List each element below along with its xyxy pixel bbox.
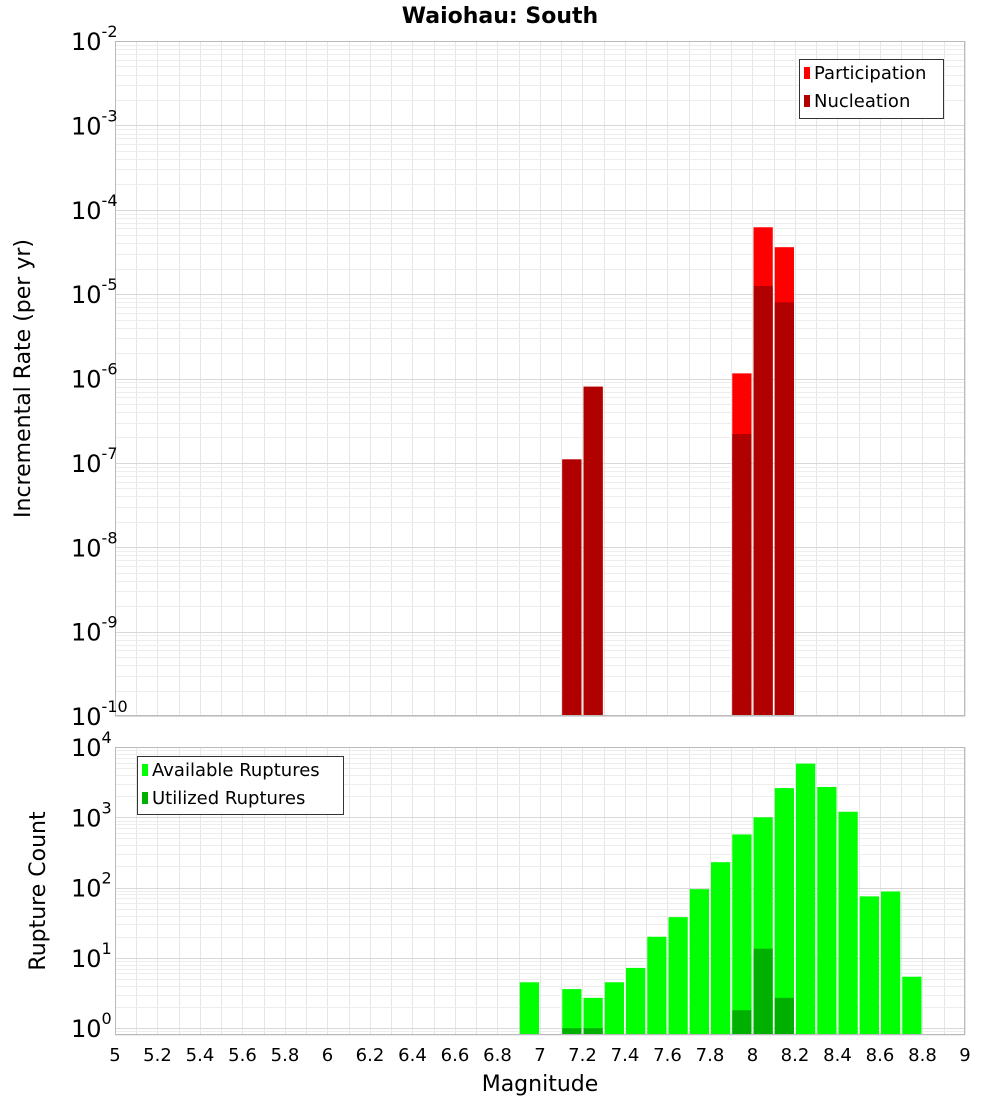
- x-tick-label: 5: [109, 1045, 120, 1066]
- bar: [732, 433, 752, 716]
- x-tick-label: 8.8: [908, 1045, 937, 1066]
- bar: [753, 948, 773, 1035]
- x-tick-label: 7.6: [653, 1045, 682, 1066]
- bar: [583, 1028, 603, 1035]
- series-available-ruptures: [519, 763, 922, 1035]
- bar: [732, 1010, 752, 1035]
- y-axis-label: Rupture Count: [26, 811, 51, 971]
- bar: [817, 786, 837, 1035]
- bar: [774, 788, 794, 1035]
- x-tick-label: 8: [747, 1045, 758, 1066]
- y-tick-label: 102: [71, 869, 112, 903]
- x-tick-label: 8.4: [823, 1045, 852, 1066]
- x-tick-label: 6.2: [356, 1045, 385, 1066]
- x-tick-label: 6.6: [441, 1045, 470, 1066]
- x-tick-label: 5.4: [186, 1045, 215, 1066]
- y-tick-label: 10-6: [71, 360, 118, 394]
- x-tick-label: 5.8: [271, 1045, 300, 1066]
- y-tick-label: 10-3: [71, 106, 118, 140]
- bar: [519, 982, 539, 1035]
- bar: [753, 285, 773, 716]
- legend-swatch: [142, 764, 148, 776]
- x-tick-label: 6: [322, 1045, 333, 1066]
- legend-label: Participation: [814, 63, 926, 84]
- x-tick-label: 8.2: [781, 1045, 810, 1066]
- x-tick-label: 5.2: [143, 1045, 172, 1066]
- legend-box: [799, 59, 944, 119]
- legend: Available Ruptures Utilized Ruptures: [137, 756, 344, 815]
- plot-frame: [115, 747, 965, 1035]
- x-tick-label: 7.2: [568, 1045, 597, 1066]
- bar: [647, 936, 667, 1035]
- bar: [583, 386, 603, 716]
- legend-label: Nucleation: [814, 91, 910, 112]
- y-tick-label: 10-2: [71, 22, 118, 56]
- series-nucleation: [562, 285, 794, 716]
- bar: [583, 997, 603, 1035]
- bar: [859, 896, 879, 1035]
- series-utilized-ruptures: [562, 948, 794, 1035]
- bar: [711, 862, 731, 1035]
- y-tick-label: 10-8: [71, 528, 118, 562]
- bar: [562, 989, 582, 1035]
- bar: [562, 459, 582, 716]
- legend-label: Utilized Ruptures: [152, 788, 305, 809]
- bar: [604, 982, 624, 1035]
- bar: [796, 763, 816, 1035]
- x-tick-label: 6.4: [398, 1045, 427, 1066]
- legend-swatch: [804, 67, 810, 79]
- legend: Participation Nucleation: [799, 59, 944, 119]
- y-tick-label: 10-9: [71, 613, 118, 647]
- bar: [774, 997, 794, 1035]
- legend-swatch: [804, 95, 810, 107]
- bar: [668, 917, 688, 1035]
- x-tick-label: 7.4: [611, 1045, 640, 1066]
- bar: [626, 967, 646, 1035]
- x-tick-label: 5.6: [228, 1045, 257, 1066]
- bar: [562, 1028, 582, 1035]
- chart-title: Waiohau: South: [402, 4, 598, 29]
- y-tick-label: 10-10: [71, 697, 128, 731]
- x-tick-label: 7.8: [696, 1045, 725, 1066]
- bar: [689, 889, 709, 1035]
- x-tick-label: 6.8: [483, 1045, 512, 1066]
- y-tick-label: 10-4: [71, 191, 118, 225]
- x-tick-label: 9: [959, 1045, 970, 1066]
- plot-frame: [115, 41, 965, 716]
- legend-swatch: [142, 792, 148, 804]
- bar: [881, 891, 901, 1035]
- y-tick-label: 104: [71, 728, 112, 762]
- y-tick-label: 10-5: [71, 275, 118, 309]
- x-tick-label: 8.6: [866, 1045, 895, 1066]
- grid: [115, 41, 966, 717]
- bar: [838, 811, 858, 1035]
- legend-label: Available Ruptures: [152, 760, 320, 781]
- y-tick-label: 101: [71, 939, 112, 973]
- x-tick-label: 7: [534, 1045, 545, 1066]
- bar: [774, 302, 794, 716]
- legend-box: [137, 756, 344, 815]
- bar: [732, 834, 752, 1035]
- x-axis-label: Magnitude: [482, 1072, 599, 1097]
- y-axis-label: Incremental Rate (per yr): [11, 239, 36, 518]
- y-tick-label: 103: [71, 798, 112, 832]
- bar: [902, 976, 922, 1035]
- y-tick-label: 10-7: [71, 444, 118, 478]
- y-tick-label: 100: [71, 1009, 112, 1043]
